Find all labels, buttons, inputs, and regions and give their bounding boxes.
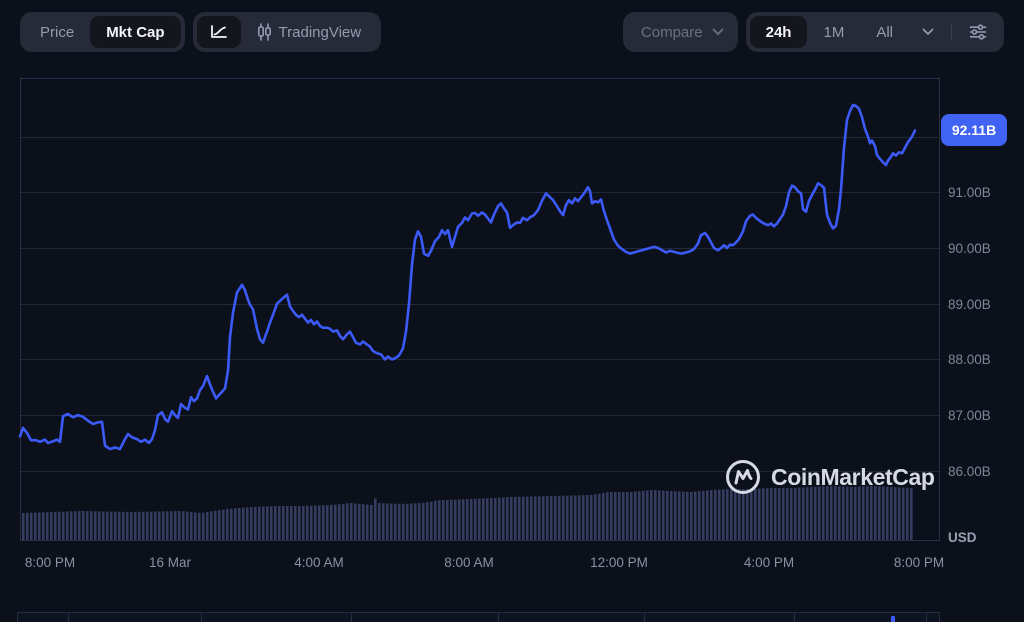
brush-divider xyxy=(926,613,927,622)
watermark: CoinMarketCap xyxy=(724,458,935,496)
range-all-button[interactable]: All xyxy=(860,16,909,48)
compare-label: Compare xyxy=(640,23,703,41)
line-chart-button[interactable] xyxy=(196,16,241,48)
current-value-badge: 92.11B xyxy=(941,114,1007,146)
range-24h-button[interactable]: 24h xyxy=(749,16,808,48)
candlestick-icon xyxy=(257,23,271,41)
range-1m-button[interactable]: 1M xyxy=(807,16,860,48)
y-axis-label: 88.00B xyxy=(948,352,991,368)
x-axis-label: 8:00 PM xyxy=(24,555,76,570)
x-axis-label: 8:00 PM xyxy=(893,555,945,570)
y-axis-label: 86.00B xyxy=(948,463,991,479)
brush-divider xyxy=(644,613,645,622)
range-more-button[interactable] xyxy=(909,16,947,48)
toolbar-divider xyxy=(951,23,952,41)
chevron-down-icon xyxy=(712,28,724,35)
time-range-toggle: 24h 1M All xyxy=(745,12,1004,52)
y-axis-label: 90.00B xyxy=(948,241,991,256)
line-chart-icon xyxy=(210,25,227,38)
brush-divider xyxy=(351,613,352,622)
coinmarketcap-logo-icon xyxy=(726,460,760,494)
price-tab[interactable]: Price xyxy=(24,16,90,48)
y-axis-label: 87.00B xyxy=(948,408,991,424)
x-axis-label: 16 Mar xyxy=(148,555,192,570)
brush-divider xyxy=(68,613,69,622)
chart-settings-button[interactable] xyxy=(956,16,1000,48)
y-axis-label: 89.00B xyxy=(948,296,991,312)
x-axis-label: 4:00 PM xyxy=(743,555,795,570)
range-brush[interactable] xyxy=(17,612,940,622)
x-axis-label: 4:00 AM xyxy=(294,555,344,570)
y-axis-label: 91.00B xyxy=(948,185,991,201)
metric-toggle: Price Mkt Cap xyxy=(20,12,185,52)
x-axis-label: 12:00 PM xyxy=(590,555,648,570)
brush-divider xyxy=(794,613,795,622)
brush-sparkline-mark xyxy=(891,616,895,622)
chevron-down-icon xyxy=(922,28,934,35)
chart-toolbar: Price Mkt Cap TradingView Compare 24h xyxy=(20,12,1004,52)
brush-divider xyxy=(498,613,499,622)
brush-divider xyxy=(201,613,202,622)
unit-label: USD xyxy=(948,530,977,545)
compare-dropdown[interactable]: Compare xyxy=(622,12,738,52)
tradingview-button[interactable]: TradingView xyxy=(241,16,378,48)
mktcap-tab[interactable]: Mkt Cap xyxy=(90,16,181,48)
tradingview-label: TradingView xyxy=(278,23,362,41)
chart-type-toggle: TradingView xyxy=(192,12,382,52)
sliders-icon xyxy=(969,24,987,40)
watermark-text: CoinMarketCap xyxy=(771,463,935,490)
x-axis-label: 8:00 AM xyxy=(444,555,494,570)
